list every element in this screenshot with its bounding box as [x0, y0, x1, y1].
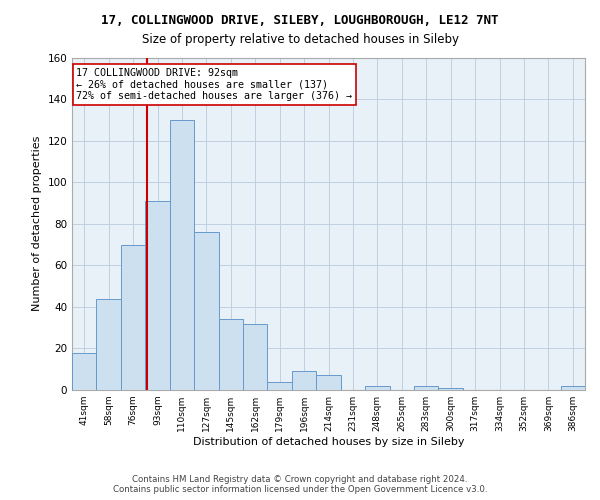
- Bar: [218, 320, 243, 390]
- Bar: [268, 382, 292, 390]
- Bar: [145, 201, 170, 390]
- X-axis label: Distribution of detached houses by size in Sileby: Distribution of detached houses by size …: [193, 437, 464, 447]
- Y-axis label: Number of detached properties: Number of detached properties: [32, 136, 42, 312]
- Text: 17, COLLINGWOOD DRIVE, SILEBY, LOUGHBOROUGH, LE12 7NT: 17, COLLINGWOOD DRIVE, SILEBY, LOUGHBORO…: [101, 14, 499, 27]
- Bar: [439, 388, 463, 390]
- Bar: [243, 324, 268, 390]
- Bar: [97, 298, 121, 390]
- Text: Contains HM Land Registry data © Crown copyright and database right 2024.
Contai: Contains HM Land Registry data © Crown c…: [113, 474, 487, 494]
- Bar: [194, 232, 218, 390]
- Bar: [316, 376, 341, 390]
- Bar: [121, 244, 145, 390]
- Bar: [414, 386, 439, 390]
- Bar: [72, 352, 97, 390]
- Bar: [170, 120, 194, 390]
- Bar: [560, 386, 585, 390]
- Text: Size of property relative to detached houses in Sileby: Size of property relative to detached ho…: [142, 33, 458, 46]
- Bar: [365, 386, 389, 390]
- Text: 17 COLLINGWOOD DRIVE: 92sqm
← 26% of detached houses are smaller (137)
72% of se: 17 COLLINGWOOD DRIVE: 92sqm ← 26% of det…: [76, 68, 352, 101]
- Bar: [292, 372, 316, 390]
